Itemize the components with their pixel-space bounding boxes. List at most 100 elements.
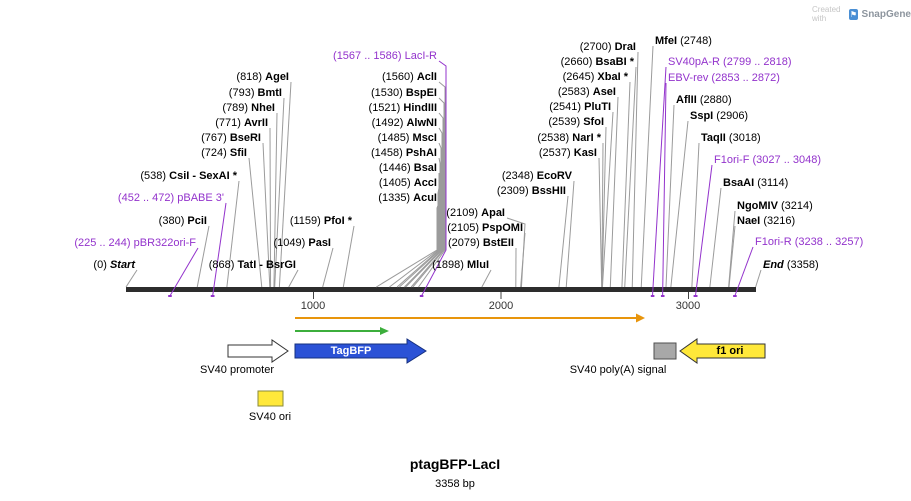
site-label-sfoi[interactable]: (2539) SfoI bbox=[548, 116, 604, 128]
site-label-bsshii[interactable]: (2309) BssHII bbox=[497, 185, 566, 197]
sv40-ori-label: SV40 ori bbox=[248, 411, 292, 423]
site-label-kasi[interactable]: (2537) KasI bbox=[539, 147, 597, 159]
site-label-acui[interactable]: (1335) AcuI bbox=[378, 192, 437, 204]
site-label-hindiii[interactable]: (1521) HindIII bbox=[369, 102, 437, 114]
site-label-nhei[interactable]: (789) NheI bbox=[222, 102, 275, 114]
plasmid-title: ptagBFP-LacI bbox=[409, 456, 501, 472]
site-position: (225 .. 244) bbox=[74, 237, 131, 249]
site-label-sspi[interactable]: SspI (2906) bbox=[690, 110, 748, 122]
sv40-polya-box[interactable] bbox=[653, 342, 677, 360]
site-label-pshai[interactable]: (1458) PshAI bbox=[371, 147, 437, 159]
enzyme-leader-line bbox=[601, 111, 614, 288]
site-position: (2906) bbox=[716, 110, 749, 122]
site-name: DraI bbox=[614, 41, 636, 53]
site-label-apai[interactable]: (2109) ApaI bbox=[446, 207, 505, 219]
site-label-start[interactable]: (0) Start bbox=[93, 259, 135, 271]
site-name: PasI bbox=[308, 237, 331, 249]
enzyme-leader-line bbox=[601, 126, 607, 288]
enzyme-leader-line bbox=[640, 45, 654, 288]
site-label-ngomiv[interactable]: NgoMIV (3214) bbox=[737, 200, 813, 212]
site-name: SfiI bbox=[229, 147, 247, 159]
site-label-laci-r[interactable]: (1567 .. 1586) LacI-R bbox=[333, 50, 437, 62]
enzyme-leader-line bbox=[262, 142, 271, 288]
enzyme-leader-line bbox=[601, 142, 604, 288]
primer-leader-line bbox=[212, 202, 227, 297]
site-name: BsaI bbox=[413, 162, 437, 174]
site-label-f1ori-r[interactable]: F1ori-R (3238 .. 3257) bbox=[755, 236, 863, 248]
site-label-pfoi[interactable]: (1159) PfoI * bbox=[290, 215, 352, 227]
site-position: (2105) bbox=[447, 222, 479, 234]
site-position: (2660) bbox=[560, 56, 593, 68]
site-name: BmtI bbox=[257, 87, 282, 99]
site-label-sv40pa-r[interactable]: SV40pA-R (2799 .. 2818) bbox=[668, 56, 792, 68]
site-label-taqii[interactable]: TaqII (3018) bbox=[701, 132, 761, 144]
enzyme-leader-line bbox=[709, 187, 722, 288]
enzyme-leader-line bbox=[728, 210, 736, 288]
sv40-promoter-arrow[interactable] bbox=[227, 339, 289, 363]
site-label-bsaai[interactable]: BsaAI (3114) bbox=[723, 177, 788, 189]
site-name: HindIII bbox=[403, 102, 437, 114]
site-label-pcii[interactable]: (380) PciI bbox=[159, 215, 207, 227]
site-label-msci[interactable]: (1485) MscI bbox=[378, 132, 437, 144]
enzyme-leader-line bbox=[728, 225, 736, 288]
site-name: AcuI bbox=[413, 192, 437, 204]
site-name: F1ori-F bbox=[714, 154, 750, 166]
site-label-drai[interactable]: (2700) DraI bbox=[580, 41, 636, 53]
enzyme-leader-line bbox=[322, 247, 334, 288]
site-label-mfei[interactable]: MfeI (2748) bbox=[655, 35, 712, 47]
site-label-asei[interactable]: (2583) AseI bbox=[558, 86, 616, 98]
site-name: BsaBI * bbox=[595, 56, 634, 68]
site-label-pspomi[interactable]: (2105) PspOMI bbox=[447, 222, 523, 234]
site-label-bsai[interactable]: (1446) BsaI bbox=[379, 162, 437, 174]
site-label-ebv-rev[interactable]: EBV-rev (2853 .. 2872) bbox=[668, 72, 780, 84]
site-position: (3358) bbox=[786, 259, 819, 271]
enzyme-leader-line bbox=[404, 142, 442, 288]
site-label-bsabi[interactable]: (2660) BsaBI * bbox=[561, 56, 634, 68]
tagbfp-arrow[interactable] bbox=[294, 338, 427, 364]
site-label-pluti[interactable]: (2541) PluTI bbox=[549, 101, 611, 113]
site-label-bsteii[interactable]: (2079) BstEII bbox=[448, 237, 514, 249]
site-label-csii-sexai[interactable]: (538) CsiI - SexAI * bbox=[140, 170, 237, 182]
site-position: (1492) bbox=[371, 117, 404, 129]
site-name: NheI bbox=[251, 102, 275, 114]
site-label-pbabe-3[interactable]: (452 .. 472) pBABE 3' bbox=[118, 192, 224, 204]
enzyme-leader-line bbox=[226, 180, 240, 288]
site-label-bmti[interactable]: (793) BmtI bbox=[229, 87, 282, 99]
site-label-aflii[interactable]: AflII (2880) bbox=[676, 94, 732, 106]
site-label-acci[interactable]: (1405) AccI bbox=[379, 177, 437, 189]
site-name: AclI bbox=[416, 71, 437, 83]
f1-ori-arrow[interactable] bbox=[679, 338, 766, 364]
site-position: (1898) bbox=[432, 259, 464, 271]
site-label-alwni[interactable]: (1492) AlwNI bbox=[372, 117, 437, 129]
site-label-naei[interactable]: NaeI (3216) bbox=[737, 215, 795, 227]
site-label-pasi[interactable]: (1049) PasI bbox=[274, 237, 332, 249]
site-name: AgeI bbox=[265, 71, 289, 83]
watermark-brand: SnapGene bbox=[861, 8, 911, 20]
site-label-f1ori-f[interactable]: F1ori-F (3027 .. 3048) bbox=[714, 154, 821, 166]
site-label-ecorv[interactable]: (2348) EcoRV bbox=[502, 170, 572, 182]
site-label-xbai[interactable]: (2645) XbaI * bbox=[563, 71, 628, 83]
site-name: AlwNI bbox=[406, 117, 437, 129]
site-position: (1458) bbox=[370, 147, 403, 159]
site-label-sfii[interactable]: (724) SfiI bbox=[201, 147, 247, 159]
sequence-bar[interactable] bbox=[126, 287, 756, 292]
site-name: PshAI bbox=[405, 147, 437, 159]
site-label-end[interactable]: End (3358) bbox=[763, 259, 819, 271]
site-label-nari[interactable]: (2538) NarI * bbox=[537, 132, 601, 144]
site-name: NaeI bbox=[737, 215, 761, 227]
site-label-bseri[interactable]: (767) BseRI bbox=[201, 132, 261, 144]
site-position: (1335) bbox=[378, 192, 411, 204]
site-label-pbr322ori-f[interactable]: (225 .. 244) pBR322ori-F bbox=[74, 237, 196, 249]
site-label-acli[interactable]: (1560) AclI bbox=[382, 71, 437, 83]
site-label-avrii[interactable]: (771) AvrII bbox=[215, 117, 268, 129]
enzyme-leader-line bbox=[342, 225, 355, 288]
sv40-ori-box[interactable] bbox=[257, 390, 284, 407]
watermark-prefix: Created with bbox=[812, 5, 841, 23]
site-label-agei[interactable]: (818) AgeI bbox=[236, 71, 289, 83]
site-label-bspei[interactable]: (1530) BspEI bbox=[371, 87, 437, 99]
site-label-mlui[interactable]: (1898) MluI bbox=[432, 259, 489, 271]
site-label-tati-bsrgi[interactable]: (868) TatI - BsrGI bbox=[209, 259, 296, 271]
site-position: (2645) bbox=[562, 71, 595, 83]
enzyme-leader-line bbox=[755, 269, 762, 288]
